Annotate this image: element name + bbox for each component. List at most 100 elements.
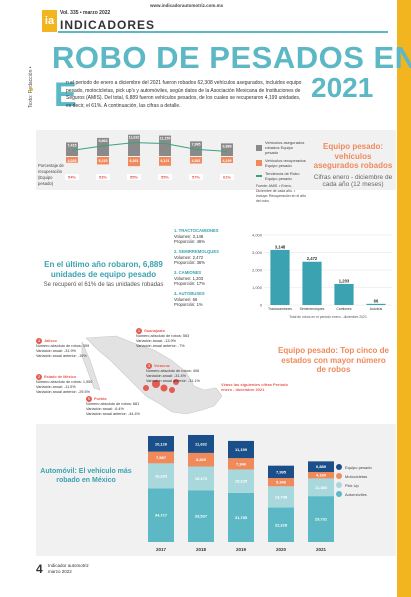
state-stat: Número absoluto de robos: 681 — [86, 402, 140, 407]
recovered-label: 5,215 — [99, 159, 108, 163]
rank-badge: 4 — [36, 338, 42, 344]
state-stat: Variación anual: -31.9% — [36, 349, 77, 354]
header-divider — [58, 31, 388, 33]
category-name: 2. SEMIRREMOLQUES — [174, 249, 219, 255]
state-stat: Variación anual anterior: -7% — [136, 344, 185, 349]
legend-swatch — [336, 464, 342, 470]
legend-swatch — [336, 491, 342, 497]
state-name: Estado de México — [44, 375, 77, 379]
stolen-bar — [66, 142, 78, 156]
state-card: 2 Estado de México Número absoluto de robo… — [36, 374, 92, 396]
rank-badge: 1 — [136, 328, 142, 334]
rank-badge: 2 — [36, 374, 42, 380]
bar-value-label: 66 — [374, 298, 379, 303]
chart1-source: Fuente: AMIS. • Enero-Diciembre de cada … — [256, 184, 307, 203]
category-name: 3. CAMIONES — [174, 270, 202, 276]
pct-cell — [158, 174, 172, 180]
pct-cell — [65, 174, 79, 180]
pct-label: 55% — [130, 175, 138, 180]
stack-segment — [308, 478, 334, 497]
chart2-headline-box: En el último año robaron, 6,889 unidades… — [36, 260, 171, 288]
category-bar — [270, 249, 290, 305]
category-proportion: Proporción: 46% — [174, 239, 205, 245]
chart2-note: Total de robos en el periodo enero - dic… — [289, 315, 367, 319]
chart3-legend: Equipo pesado Motocicletas Pick Up Autom… — [336, 464, 394, 500]
segment-label: 7,587 — [156, 455, 167, 460]
legend-label: Vehículos asegurados robados Equipo pesa… — [265, 140, 305, 155]
legend-label: Motocicletas — [345, 473, 368, 479]
pct-label: 57% — [192, 175, 200, 180]
category-volume: Volumen: 3,148 — [174, 233, 204, 239]
chart2-panel: En el último año robaron, 6,889 unidades… — [36, 225, 396, 320]
recovered-label: 4,581 — [192, 159, 201, 163]
stolen-bar — [159, 135, 171, 156]
state-stat: Variación anual: -6.4% — [86, 407, 124, 412]
recovered-bar — [97, 157, 109, 165]
x-tick-label: 2021 — [316, 547, 327, 552]
state-name: Guanajuato — [144, 329, 165, 333]
stolen-bar — [190, 141, 202, 156]
category-list: 1. TRACTOCAMIONES Volumen: 3,148 Proporció… — [174, 228, 236, 312]
pct-cell — [96, 174, 110, 180]
pct-cell — [189, 174, 203, 180]
stack-segment — [148, 463, 174, 489]
legend-item: Motocicletas — [336, 473, 394, 479]
stack-segment — [228, 469, 254, 493]
segment-label: 22,328 — [275, 522, 288, 527]
chart2-subhead: Se recuperó el 61% de las unidades robad… — [43, 282, 164, 288]
pct-label: 54% — [68, 175, 76, 180]
recovered-bar — [159, 157, 171, 166]
legend-label: Equipo pesado — [345, 464, 372, 470]
map-section: 1 Guanajuato Número absoluto de robos: 563… — [36, 328, 396, 422]
stack-segment — [148, 436, 174, 452]
stacked-bar-chart: 34,717 16,263 7,587 10,126 2017 33,537 15,375 8… — [148, 434, 334, 552]
pct-label: 61% — [223, 175, 231, 180]
state-stat: Variación anual: -13.9% — [136, 339, 177, 344]
y-tick-label: 2,000 — [252, 268, 263, 273]
recovered-label: 4,199 — [223, 159, 232, 163]
legend-label: Tendencia de Robo Equipo pesado — [265, 171, 300, 181]
segment-label: 11,483 — [315, 485, 328, 490]
bullet-icon — [30, 88, 33, 91]
state-stat: Número absoluto de robos: 399 — [36, 344, 90, 349]
segment-label: 29,731 — [315, 517, 328, 522]
category-volume: Volumen: 66 — [174, 296, 198, 302]
state-stat: Variación anual anterior: -31.1% — [146, 379, 200, 384]
state-name: Veracruz — [154, 364, 170, 368]
segment-label: 15,225 — [235, 479, 248, 484]
chart1-subtitle: Cifras enero - diciembre de cada año (12… — [313, 173, 393, 188]
y-tick-label: 3,000 — [252, 250, 263, 255]
bar-value-label: 2,472 — [307, 256, 318, 261]
segment-label: 10,126 — [155, 441, 168, 446]
x-tick-label: 2017 — [156, 547, 167, 552]
segment-label: 5,346 — [276, 480, 287, 485]
stack-segment — [148, 451, 174, 464]
map-note: Véase las siguientes cifras Periodo ener… — [221, 382, 288, 393]
category-name: 1. TRACTOCAMIONES — [174, 228, 219, 233]
segment-label: 33,537 — [195, 514, 208, 519]
page-edge-bar — [397, 0, 411, 597]
y-tick-label: 1,000 — [252, 285, 263, 290]
recovered-bar — [66, 157, 78, 163]
site-url[interactable]: www.indicadorautomotriz.com.mx — [150, 3, 224, 8]
map-title: Equipo pesado: Top cinco de estados con … — [278, 346, 389, 375]
state-stat: Variación anual anterior: -29.6% — [36, 390, 90, 395]
recovered-label: 4,025 — [68, 159, 77, 163]
legend-swatch — [336, 473, 342, 479]
page-title-year: 2021 — [311, 72, 374, 103]
legend-item: Vehículos recuperados Equipo pesado — [256, 158, 306, 168]
stolen-label: 11,159 — [160, 137, 171, 141]
pct-row-label: Porcentaje de recuperación (Equipo pesad… — [38, 163, 64, 186]
legend-swatch — [256, 144, 262, 151]
segment-label: 11,632 — [195, 441, 208, 446]
section-title: INDICADORES — [60, 18, 156, 32]
chart3-panel: Automóvil: El vehículo más robado en Méx… — [36, 424, 396, 556]
state-stat: Variación anual: -31.4% — [146, 374, 187, 379]
stolen-bar — [221, 143, 233, 156]
category-proportion: Proporción: 1% — [174, 302, 203, 308]
stack-segment — [148, 488, 174, 542]
segment-label: 34,717 — [155, 513, 168, 518]
stack-segment — [188, 490, 214, 542]
segment-label: 13,798 — [275, 494, 288, 499]
pct-cell — [127, 174, 141, 180]
